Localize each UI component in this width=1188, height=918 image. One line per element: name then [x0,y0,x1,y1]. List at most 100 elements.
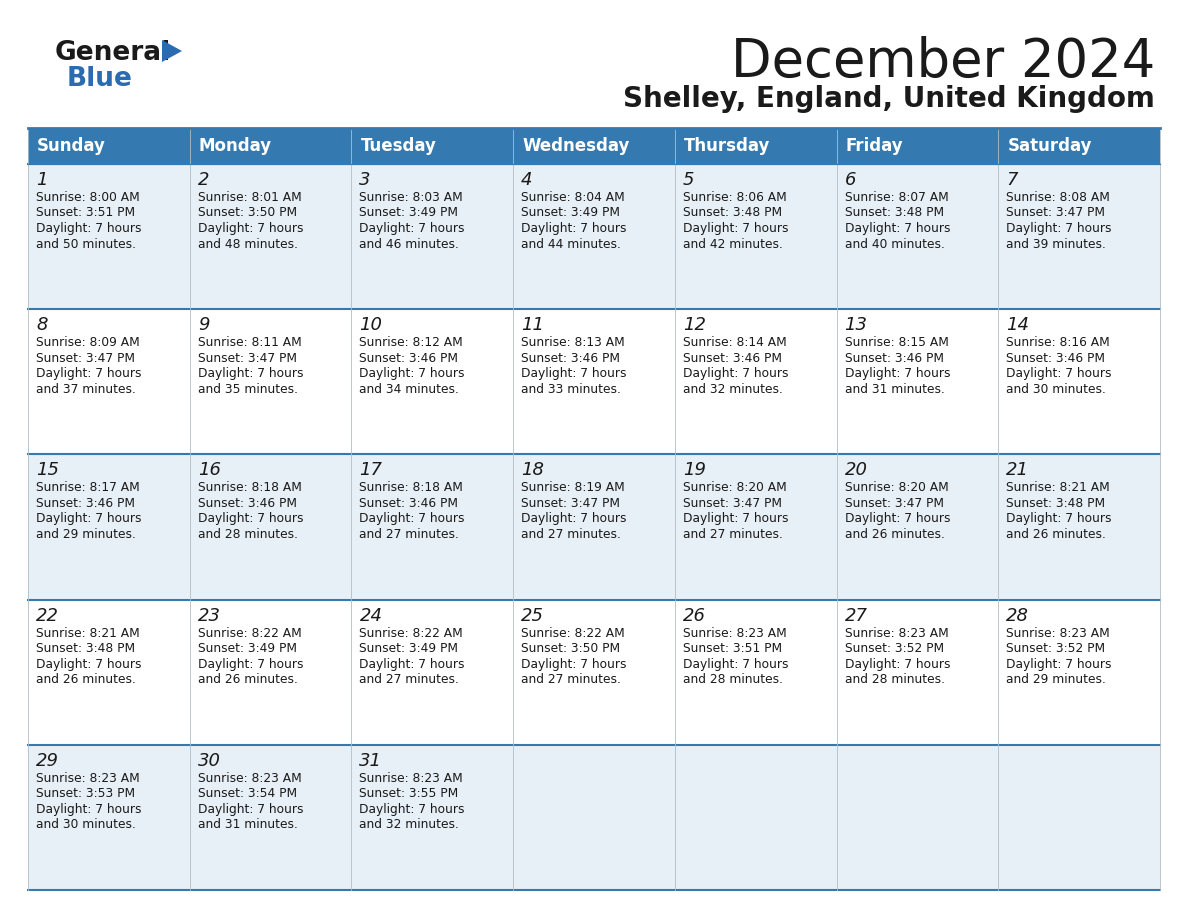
Text: Daylight: 7 hours: Daylight: 7 hours [845,512,950,525]
Text: 3: 3 [360,171,371,189]
Text: Sunset: 3:49 PM: Sunset: 3:49 PM [360,642,459,655]
Polygon shape [162,40,182,62]
Text: and 39 minutes.: and 39 minutes. [1006,238,1106,251]
Text: Daylight: 7 hours: Daylight: 7 hours [197,222,303,235]
Text: Daylight: 7 hours: Daylight: 7 hours [1006,657,1112,671]
Text: Sunrise: 8:21 AM: Sunrise: 8:21 AM [36,627,140,640]
Text: Friday: Friday [846,137,903,155]
Text: Sunset: 3:46 PM: Sunset: 3:46 PM [36,497,135,509]
Text: Sunrise: 8:12 AM: Sunrise: 8:12 AM [360,336,463,349]
Text: and 28 minutes.: and 28 minutes. [845,673,944,686]
Text: Sunrise: 8:13 AM: Sunrise: 8:13 AM [522,336,625,349]
Text: Daylight: 7 hours: Daylight: 7 hours [197,367,303,380]
Text: 15: 15 [36,462,59,479]
Text: Sunset: 3:48 PM: Sunset: 3:48 PM [36,642,135,655]
Text: 24: 24 [360,607,383,624]
Text: Sunset: 3:49 PM: Sunset: 3:49 PM [360,207,459,219]
Text: Sunrise: 8:19 AM: Sunrise: 8:19 AM [522,481,625,495]
Text: Sunset: 3:47 PM: Sunset: 3:47 PM [197,352,297,364]
Text: 19: 19 [683,462,706,479]
Text: Sunset: 3:47 PM: Sunset: 3:47 PM [36,352,135,364]
Text: Sunset: 3:46 PM: Sunset: 3:46 PM [360,497,459,509]
Text: Sunrise: 8:15 AM: Sunrise: 8:15 AM [845,336,948,349]
Text: Sunrise: 8:23 AM: Sunrise: 8:23 AM [197,772,302,785]
Text: 6: 6 [845,171,857,189]
Text: Daylight: 7 hours: Daylight: 7 hours [845,657,950,671]
Text: and 40 minutes.: and 40 minutes. [845,238,944,251]
Text: 20: 20 [845,462,867,479]
Text: Sunset: 3:47 PM: Sunset: 3:47 PM [522,497,620,509]
Text: and 29 minutes.: and 29 minutes. [36,528,135,541]
Text: Daylight: 7 hours: Daylight: 7 hours [36,367,141,380]
Text: Sunset: 3:54 PM: Sunset: 3:54 PM [197,788,297,800]
Text: 10: 10 [360,316,383,334]
Text: Daylight: 7 hours: Daylight: 7 hours [36,657,141,671]
Text: 1: 1 [36,171,48,189]
Text: Daylight: 7 hours: Daylight: 7 hours [197,657,303,671]
Text: Sunset: 3:51 PM: Sunset: 3:51 PM [683,642,782,655]
Text: and 37 minutes.: and 37 minutes. [36,383,135,396]
Text: and 32 minutes.: and 32 minutes. [360,818,460,832]
Text: Daylight: 7 hours: Daylight: 7 hours [360,512,465,525]
Text: 11: 11 [522,316,544,334]
Text: and 48 minutes.: and 48 minutes. [197,238,298,251]
Text: Saturday: Saturday [1007,137,1092,155]
Bar [29,599,1159,744]
Text: Sunrise: 8:03 AM: Sunrise: 8:03 AM [360,191,463,204]
Text: and 26 minutes.: and 26 minutes. [36,673,135,686]
Text: and 27 minutes.: and 27 minutes. [522,673,621,686]
Text: Sunrise: 8:23 AM: Sunrise: 8:23 AM [360,772,463,785]
Text: Sunset: 3:47 PM: Sunset: 3:47 PM [1006,207,1105,219]
Bar [29,128,190,164]
Text: Sunset: 3:49 PM: Sunset: 3:49 PM [197,642,297,655]
Text: and 28 minutes.: and 28 minutes. [197,528,298,541]
Text: Sunset: 3:50 PM: Sunset: 3:50 PM [197,207,297,219]
Text: 25: 25 [522,607,544,624]
Text: Sunset: 3:49 PM: Sunset: 3:49 PM [522,207,620,219]
Text: Tuesday: Tuesday [360,137,436,155]
Text: Sunrise: 8:22 AM: Sunrise: 8:22 AM [360,627,463,640]
Text: Daylight: 7 hours: Daylight: 7 hours [1006,222,1112,235]
Text: Sunrise: 8:18 AM: Sunrise: 8:18 AM [197,481,302,495]
Bar [29,309,1159,454]
Text: and 29 minutes.: and 29 minutes. [1006,673,1106,686]
Text: Daylight: 7 hours: Daylight: 7 hours [845,367,950,380]
Bar [29,454,1159,599]
Text: 28: 28 [1006,607,1029,624]
Text: Daylight: 7 hours: Daylight: 7 hours [1006,367,1112,380]
Text: Sunset: 3:46 PM: Sunset: 3:46 PM [683,352,782,364]
Text: Sunset: 3:46 PM: Sunset: 3:46 PM [197,497,297,509]
Text: and 27 minutes.: and 27 minutes. [522,528,621,541]
Text: Sunrise: 8:23 AM: Sunrise: 8:23 AM [683,627,786,640]
Text: Daylight: 7 hours: Daylight: 7 hours [683,512,789,525]
Text: Daylight: 7 hours: Daylight: 7 hours [360,803,465,816]
Text: 27: 27 [845,607,867,624]
Text: Daylight: 7 hours: Daylight: 7 hours [1006,512,1112,525]
Text: 26: 26 [683,607,706,624]
Text: and 46 minutes.: and 46 minutes. [360,238,460,251]
Text: 31: 31 [360,752,383,770]
Bar [29,164,1159,309]
Text: Sunset: 3:48 PM: Sunset: 3:48 PM [1006,497,1105,509]
Text: 21: 21 [1006,462,1029,479]
Text: Sunrise: 8:07 AM: Sunrise: 8:07 AM [845,191,948,204]
Bar [352,128,513,164]
Text: and 30 minutes.: and 30 minutes. [1006,383,1106,396]
Text: and 30 minutes.: and 30 minutes. [36,818,135,832]
Text: and 27 minutes.: and 27 minutes. [360,673,460,686]
Text: Sunset: 3:52 PM: Sunset: 3:52 PM [845,642,943,655]
Text: and 32 minutes.: and 32 minutes. [683,383,783,396]
Text: Daylight: 7 hours: Daylight: 7 hours [197,803,303,816]
Text: 2: 2 [197,171,209,189]
Text: and 50 minutes.: and 50 minutes. [36,238,135,251]
Text: Daylight: 7 hours: Daylight: 7 hours [197,512,303,525]
Text: 16: 16 [197,462,221,479]
Text: 29: 29 [36,752,59,770]
Text: Sunrise: 8:14 AM: Sunrise: 8:14 AM [683,336,786,349]
Text: 12: 12 [683,316,706,334]
Text: Sunrise: 8:21 AM: Sunrise: 8:21 AM [1006,481,1110,495]
Text: Daylight: 7 hours: Daylight: 7 hours [683,222,789,235]
Text: 13: 13 [845,316,867,334]
Text: and 26 minutes.: and 26 minutes. [197,673,297,686]
Text: Sunset: 3:47 PM: Sunset: 3:47 PM [845,497,943,509]
